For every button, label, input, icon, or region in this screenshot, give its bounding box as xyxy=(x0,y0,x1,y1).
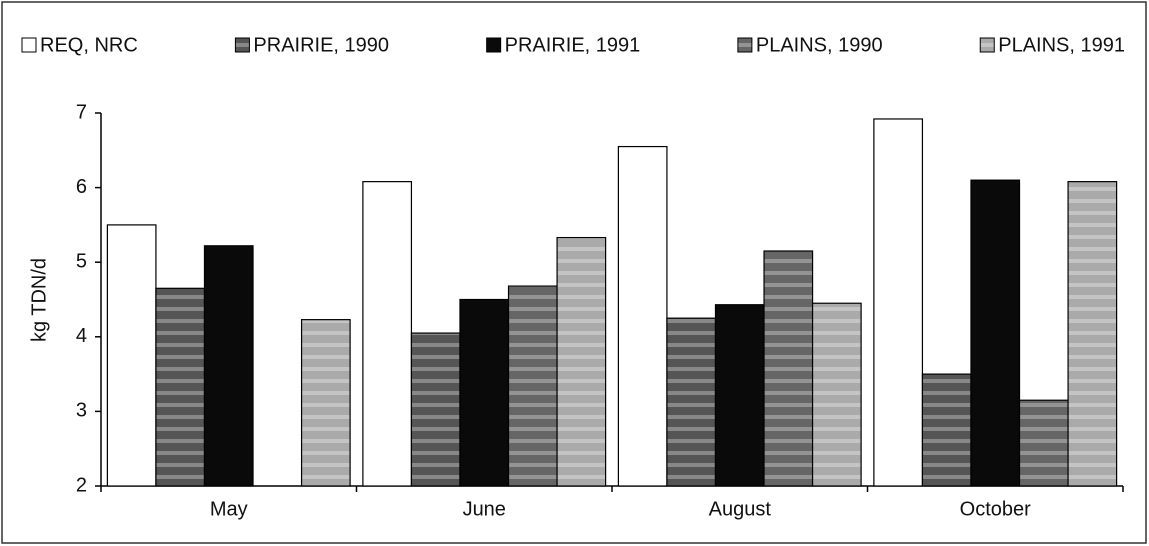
legend: REQ, NRC PRAIRIE, 1990 PRAIRIE, 1991 PLAINS… xyxy=(21,34,1125,56)
y-tick-label: 6 xyxy=(76,176,87,198)
y-tick-label: 2 xyxy=(76,474,87,496)
bar xyxy=(507,285,558,487)
legend-label: PRAIRIE, 1990 xyxy=(253,34,389,56)
bar xyxy=(300,319,351,487)
legend-swatch xyxy=(979,37,995,53)
bar xyxy=(714,304,765,487)
bar xyxy=(155,287,206,487)
bar xyxy=(459,298,510,487)
bar xyxy=(362,181,413,487)
bar xyxy=(106,224,157,487)
x-tick-label: June xyxy=(463,498,506,520)
legend-label: REQ, NRC xyxy=(40,34,138,56)
bar xyxy=(811,302,862,487)
bar xyxy=(970,179,1021,487)
y-tick-label: 3 xyxy=(76,400,87,422)
legend-label: PRAIRIE, 1991 xyxy=(505,34,641,56)
y-axis-label: kg TDN/d xyxy=(28,258,50,342)
bar xyxy=(763,250,814,487)
x-tick-label: October xyxy=(960,498,1031,520)
bar xyxy=(1067,181,1118,487)
legend-swatch xyxy=(21,37,37,53)
legend-swatch xyxy=(737,37,753,53)
bar xyxy=(921,373,972,487)
bar xyxy=(1018,399,1069,487)
legend-label: PLAINS, 1990 xyxy=(756,34,883,56)
bar xyxy=(410,332,461,487)
x-tick-label: August xyxy=(709,498,772,520)
y-tick-label: 7 xyxy=(76,101,87,123)
bar xyxy=(556,236,607,487)
y-tick-label: 4 xyxy=(76,325,87,347)
legend-label: PLAINS, 1991 xyxy=(998,34,1125,56)
bar xyxy=(617,145,668,487)
bar xyxy=(873,118,924,487)
bar xyxy=(203,245,254,487)
x-tick-label: May xyxy=(210,498,248,520)
legend-swatch xyxy=(234,37,250,53)
y-tick-label: 5 xyxy=(76,250,87,272)
bar xyxy=(666,317,717,487)
legend-swatch xyxy=(486,37,502,53)
